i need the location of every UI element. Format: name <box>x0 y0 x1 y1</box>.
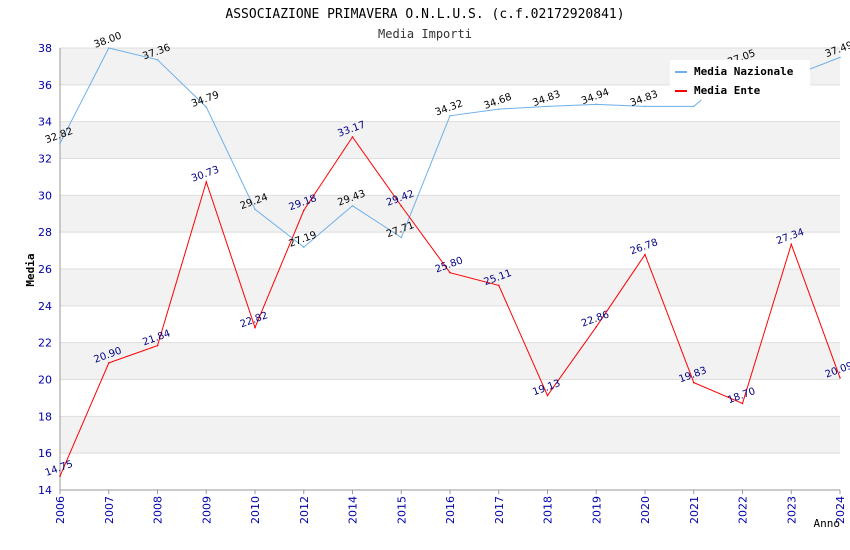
x-tick-label: 2009 <box>200 496 213 524</box>
data-point <box>205 181 208 183</box>
y-tick-label: 14 <box>38 484 52 497</box>
x-tick-label: 2012 <box>298 496 311 524</box>
legend-label-media-ente: Media Ente <box>694 84 761 97</box>
data-point <box>595 103 598 106</box>
y-tick-label: 38 <box>38 42 52 55</box>
chart-subtitle: Media Importi <box>378 27 472 41</box>
data-point <box>449 271 451 274</box>
data-point <box>644 253 646 256</box>
y-axis-label: Media <box>24 253 37 286</box>
data-point <box>351 136 354 138</box>
y-tick-label: 16 <box>38 447 52 460</box>
data-point <box>205 106 208 108</box>
chart-title: ASSOCIAZIONE PRIMAVERA O.N.L.U.S. (c.f.0… <box>225 7 624 22</box>
data-point <box>254 208 256 211</box>
y-tick-label: 34 <box>38 116 52 129</box>
x-tick-label: 2006 <box>54 496 67 524</box>
x-tick-label: 2016 <box>444 496 457 524</box>
y-tick-label: 36 <box>38 79 52 92</box>
data-point <box>400 205 403 207</box>
data-point <box>449 114 451 117</box>
y-tick-label: 18 <box>38 410 52 423</box>
data-point <box>156 58 159 61</box>
data-label: 14.75 <box>44 459 75 479</box>
grid-band <box>60 342 840 380</box>
x-ticks: 2006 2007 2008 2009 2010 2012 2014 2015 2016 2017… <box>54 490 847 524</box>
x-tick-label: 2014 <box>347 496 360 524</box>
legend-box <box>670 60 810 100</box>
x-tick-label: 2015 <box>395 496 408 524</box>
data-point <box>351 205 354 207</box>
grid-band <box>60 121 840 159</box>
x-tick-label: 2010 <box>249 496 262 524</box>
grid-band <box>60 269 840 306</box>
data-point <box>59 475 61 477</box>
data-point <box>546 394 549 397</box>
data-label: 30.73 <box>190 164 221 184</box>
data-label: 26.78 <box>629 237 660 257</box>
data-point <box>254 326 256 329</box>
data-point <box>546 105 549 108</box>
x-tick-label: 2022 <box>737 496 750 524</box>
x-tick-label: 2019 <box>590 496 603 524</box>
y-tick-label: 26 <box>38 263 52 276</box>
x-tick-label: 2023 <box>785 496 798 524</box>
y-tick-label: 20 <box>38 374 52 387</box>
data-point <box>839 56 841 59</box>
data-point <box>692 381 695 384</box>
data-point <box>741 402 744 405</box>
data-label: 22.86 <box>580 309 611 329</box>
y-tick-label: 22 <box>38 337 52 350</box>
grid-band <box>60 416 840 454</box>
grid-band <box>60 195 840 233</box>
data-point <box>302 246 305 248</box>
data-label: 22.82 <box>239 310 270 330</box>
data-point <box>107 362 110 364</box>
data-point <box>497 108 500 110</box>
x-tick-label: 2007 <box>103 496 116 524</box>
data-point <box>595 326 598 328</box>
y-tick-label: 30 <box>38 189 52 202</box>
y-ticks: 14 16 18 20 22 24 26 28 30 32 34 36 38 <box>38 42 52 497</box>
x-tick-label: 2018 <box>542 496 555 524</box>
data-point <box>302 209 305 212</box>
x-tick-label: 2020 <box>639 496 652 524</box>
data-point <box>839 377 841 379</box>
legend-label-media-nazionale: Media Nazionale <box>694 65 794 78</box>
data-point <box>156 344 159 347</box>
y-tick-label: 28 <box>38 226 52 239</box>
data-point <box>692 105 695 108</box>
data-label: 34.32 <box>434 98 465 118</box>
x-tick-label: 2021 <box>688 496 701 524</box>
x-axis-label: Anno <box>814 517 841 530</box>
data-point <box>59 142 61 145</box>
data-point <box>790 243 793 246</box>
x-tick-label: 2017 <box>493 496 506 524</box>
y-tick-label: 32 <box>38 153 52 166</box>
data-point <box>644 105 646 108</box>
data-point <box>497 284 500 287</box>
x-tick-label: 2008 <box>152 496 165 524</box>
data-point <box>400 236 403 239</box>
y-tick-label: 24 <box>38 300 52 313</box>
legend: Media Nazionale Media Ente <box>670 60 810 100</box>
data-label: 19.13 <box>531 378 562 398</box>
data-point <box>107 47 110 49</box>
x-tick-label: 2024 <box>834 496 847 524</box>
